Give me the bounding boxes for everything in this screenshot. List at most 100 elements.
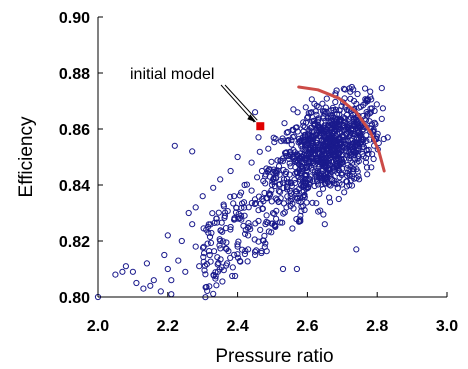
data-point <box>272 223 279 230</box>
data-point <box>318 130 325 137</box>
data-point <box>334 185 341 192</box>
data-point <box>231 193 238 200</box>
data-point <box>331 126 338 133</box>
data-point <box>287 193 294 200</box>
data-point <box>353 246 360 253</box>
data-point <box>307 179 314 186</box>
data-point <box>283 175 290 182</box>
data-point <box>241 181 248 189</box>
data-point <box>363 147 370 154</box>
data-point <box>273 170 280 177</box>
data-point <box>317 133 324 140</box>
data-point <box>295 155 303 162</box>
data-point <box>384 134 391 141</box>
data-point <box>199 193 206 200</box>
data-point <box>189 221 196 228</box>
data-point <box>319 175 326 182</box>
data-point <box>223 262 230 269</box>
data-point <box>238 216 245 223</box>
data-point <box>218 219 225 226</box>
data-point <box>210 271 217 279</box>
data-point <box>336 107 343 114</box>
data-point <box>233 204 240 211</box>
data-point <box>335 195 342 203</box>
data-point <box>251 248 259 255</box>
data-point <box>215 209 222 216</box>
data-point <box>256 148 263 155</box>
data-point <box>321 221 328 228</box>
data-point <box>291 176 298 183</box>
data-point <box>315 208 322 215</box>
data-point <box>220 203 227 210</box>
data-point <box>284 183 291 190</box>
data-point <box>273 215 280 222</box>
axes: 2.0 2.2 2.4 2.6 2.8 3.0 0.80 0.82 0.84 0.86 0.88 0.… <box>59 10 458 335</box>
data-point <box>245 220 252 227</box>
data-point <box>350 97 358 105</box>
data-point <box>308 133 315 141</box>
data-point <box>122 263 130 270</box>
data-point <box>294 152 301 159</box>
data-point <box>220 238 227 245</box>
data-point <box>227 193 234 200</box>
data-point <box>301 206 308 214</box>
data-point <box>248 187 255 194</box>
annotation-leader-line <box>224 84 258 121</box>
data-point <box>268 181 275 188</box>
data-point <box>293 190 300 198</box>
data-point <box>265 145 272 152</box>
data-point <box>280 210 287 217</box>
data-point <box>332 106 340 114</box>
data-point <box>275 188 282 195</box>
data-point <box>185 209 192 217</box>
data-point <box>321 141 328 148</box>
data-point <box>333 87 340 94</box>
data-point <box>354 90 361 98</box>
data-point <box>339 132 346 139</box>
data-point <box>268 198 275 205</box>
data-point <box>302 119 310 126</box>
data-point <box>296 167 303 174</box>
data-point <box>300 182 307 189</box>
data-point <box>322 158 329 165</box>
data-point <box>217 227 224 234</box>
data-point <box>150 277 157 284</box>
data-point <box>147 282 154 289</box>
data-point <box>359 127 366 134</box>
data-point <box>248 199 255 207</box>
data-point <box>289 134 296 141</box>
data-point <box>283 129 290 136</box>
data-point <box>265 228 272 235</box>
data-point <box>242 247 249 254</box>
data-point <box>334 116 341 123</box>
data-point <box>362 99 369 106</box>
data-point <box>283 168 290 175</box>
x-tick-label: 2.6 <box>296 318 318 335</box>
data-point <box>209 210 216 217</box>
data-point <box>245 232 252 239</box>
data-point <box>307 109 314 117</box>
data-point <box>202 271 209 278</box>
data-point <box>178 237 185 245</box>
data-point <box>212 275 219 282</box>
data-point <box>292 124 299 131</box>
data-point <box>243 181 250 188</box>
data-point <box>350 166 357 173</box>
data-point <box>322 180 329 187</box>
data-point <box>349 150 356 157</box>
data-point <box>277 195 284 202</box>
data-point <box>290 106 297 113</box>
y-axis-title: Efficiency <box>16 116 37 197</box>
data-point <box>219 278 226 285</box>
data-point <box>203 283 210 291</box>
data-point <box>214 268 221 275</box>
data-point <box>297 137 304 144</box>
data-point <box>316 190 323 197</box>
data-point <box>319 100 326 107</box>
data-point <box>370 126 377 133</box>
data-point <box>297 182 305 189</box>
data-point <box>281 120 288 127</box>
data-point <box>324 135 331 143</box>
data-point <box>129 268 136 275</box>
data-point <box>270 134 277 141</box>
